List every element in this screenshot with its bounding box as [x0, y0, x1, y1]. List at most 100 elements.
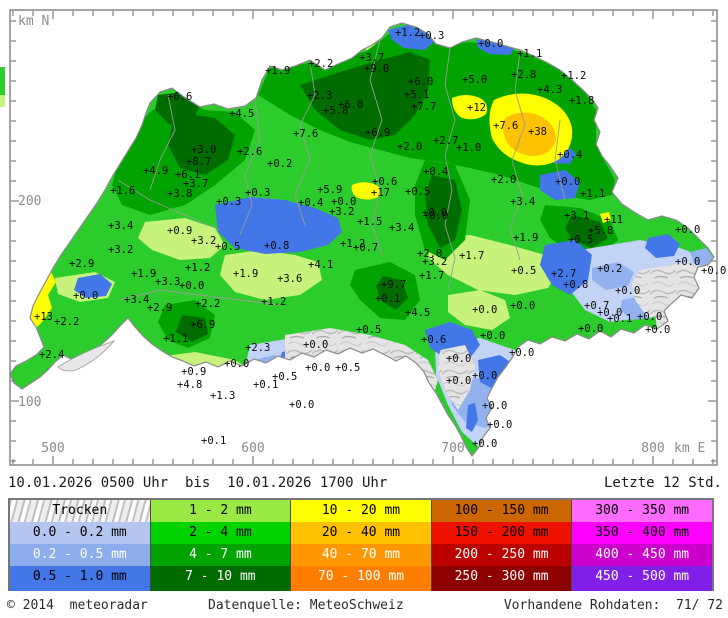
map-value-label: +3.4 — [124, 294, 149, 306]
legend-cell: 40 - 70 mm — [291, 544, 431, 566]
legend-cell: 350 - 400 mm — [572, 522, 712, 544]
map-value-label: +6.0 — [338, 99, 363, 111]
map-value-label: +2.8 — [511, 69, 536, 81]
map-value-label: +38 — [528, 126, 547, 138]
map-value-label: +3.2 — [191, 235, 216, 247]
map-value-label: +0.9 — [181, 366, 206, 378]
legend-cell: 10 - 20 mm — [291, 500, 431, 522]
legend-column: 1 - 2 mm 2 - 4 mm 4 - 7 mm 7 - 10 mm — [149, 500, 291, 591]
map-value-label: +0.0 — [675, 224, 700, 236]
svg-text:200: 200 — [18, 194, 41, 209]
legend-column: Trocken 0.0 - 0.2 mm 0.2 - 0.5 mm 0.5 - 1.0… — [10, 500, 150, 591]
map-value-label: +2.9 — [69, 258, 94, 270]
map-value-label: +4.5 — [405, 307, 430, 319]
map-value-label: +0.0 — [675, 256, 700, 268]
map-value-label: +0.8 — [264, 240, 289, 252]
map-value-labels: +1.2+0.3+0.0+1.1+3.7+2.2+1.9 +9.0 +2.8 +1.2… — [34, 27, 726, 450]
map-value-label: +0.0 — [472, 304, 497, 316]
map-value-label: +0.0 — [305, 362, 330, 374]
map-value-label: +0.0 — [289, 399, 314, 411]
map-value-label: +4.8 — [177, 379, 202, 391]
map-value-label: +1.2 — [561, 70, 586, 82]
map-value-label: +3.0 — [191, 144, 216, 156]
legend-cell: 0.5 - 1.0 mm — [10, 566, 150, 588]
map-value-label: +2.0 — [417, 248, 442, 260]
map-value-label: +2.3 — [307, 90, 332, 102]
map-value-label: +2.7 — [433, 135, 458, 147]
map-value-label: +1.5 — [357, 216, 382, 228]
map-value-label: +0.5 — [568, 234, 593, 246]
map-value-label: +0.3 — [245, 187, 270, 199]
map-value-label: +1.8 — [569, 95, 594, 107]
map-value-label: +6.0 — [408, 76, 433, 88]
svg-text:km E: km E — [674, 441, 705, 456]
map-value-label: +0.6 — [421, 334, 446, 346]
map-value-label: +13 — [34, 311, 53, 323]
svg-text:km N: km N — [18, 14, 49, 29]
canton-borders — [117, 39, 566, 306]
map-value-label: +1.7 — [419, 270, 444, 282]
map-value-label: +2.2 — [54, 316, 79, 328]
map-value-label: +0.0 — [446, 353, 471, 365]
map-value-label: +0.0 — [510, 300, 535, 312]
map-value-label: +3.7 — [359, 52, 384, 64]
map-value-label: +1.9 — [513, 232, 538, 244]
legend-column-bar — [150, 588, 291, 591]
precipitation-regions — [10, 23, 714, 456]
map-value-label: +0.5 — [335, 362, 360, 374]
svg-text:600: 600 — [241, 441, 264, 456]
map-value-label: +1.2 — [261, 296, 286, 308]
map-value-label: +3.4 — [510, 196, 535, 208]
map-value-label: +9.0 — [364, 63, 389, 75]
map-value-label: +11 — [604, 214, 623, 226]
map-value-label: +0.3 — [419, 30, 444, 42]
map-value-label: +2.7 — [551, 268, 576, 280]
map-value-label: +4.9 — [143, 165, 168, 177]
map-value-label: +5.0 — [462, 74, 487, 86]
map-value-label: +17 — [371, 187, 390, 199]
svg-text:800: 800 — [641, 441, 664, 456]
map-value-label: +1.7 — [459, 250, 484, 262]
map-value-label: +1.2 — [395, 27, 420, 39]
map-value-label: +2.9 — [147, 302, 172, 314]
map-value-label: +2.0 — [491, 174, 516, 186]
copyright-text: © 2014 meteoradar — [7, 598, 148, 613]
map-value-label: +0.0 — [480, 330, 505, 342]
map-value-label: +6.6 — [167, 91, 192, 103]
map-value-label: +1.2 — [340, 238, 365, 250]
map-value-label: +5.9 — [317, 184, 342, 196]
map-value-label: +0.0 — [482, 400, 507, 412]
map-value-label: +5.8 — [323, 105, 348, 117]
map-value-label: +4.1 — [308, 259, 333, 271]
map-value-label: +0.0 — [615, 285, 640, 297]
map-value-label: +0.1 — [201, 435, 226, 447]
map-value-label: +0.6 — [372, 176, 397, 188]
map-value-label: +0.0 — [509, 347, 534, 359]
map-value-label: +1.3 — [210, 390, 235, 402]
map-value-label: +0.0 — [179, 280, 204, 292]
map-value-label: +3.1 — [564, 210, 589, 222]
window-label: Letzte 12 Std. — [603, 475, 722, 491]
map-value-label: +0.5 — [272, 371, 297, 383]
map-value-label: +3.2 — [422, 256, 447, 268]
map-value-label: +0.0 — [472, 370, 497, 382]
axis-labels: 200 100 500 600 700 800 km N km E — [18, 14, 705, 456]
map-value-label: +3.4 — [389, 222, 414, 234]
map-value-label: +0.7 — [353, 242, 378, 254]
map-value-label: +0.1 — [375, 293, 400, 305]
map-value-label: +0.0 — [331, 196, 356, 208]
legend-column: 100 - 150 mm 150 - 200 mm 200 - 250 mm 250 … — [430, 500, 572, 591]
legend-column-bar — [572, 588, 712, 591]
legend-cell: 250 - 300 mm — [431, 566, 572, 588]
map-value-label: +1.6 — [110, 185, 135, 197]
map-value-label: +1.1 — [580, 188, 605, 200]
map-value-label: +7.7 — [411, 101, 436, 113]
legend-cell: 4 - 7 mm — [150, 544, 291, 566]
map-value-label: +3.8 — [167, 188, 192, 200]
map-value-label: +1.9 — [265, 65, 290, 77]
period-text: 10.01.2026 0500 Uhr bis 10.01.2026 1700 … — [8, 475, 388, 491]
legend-cell: 450 - 500 mm — [572, 566, 712, 588]
